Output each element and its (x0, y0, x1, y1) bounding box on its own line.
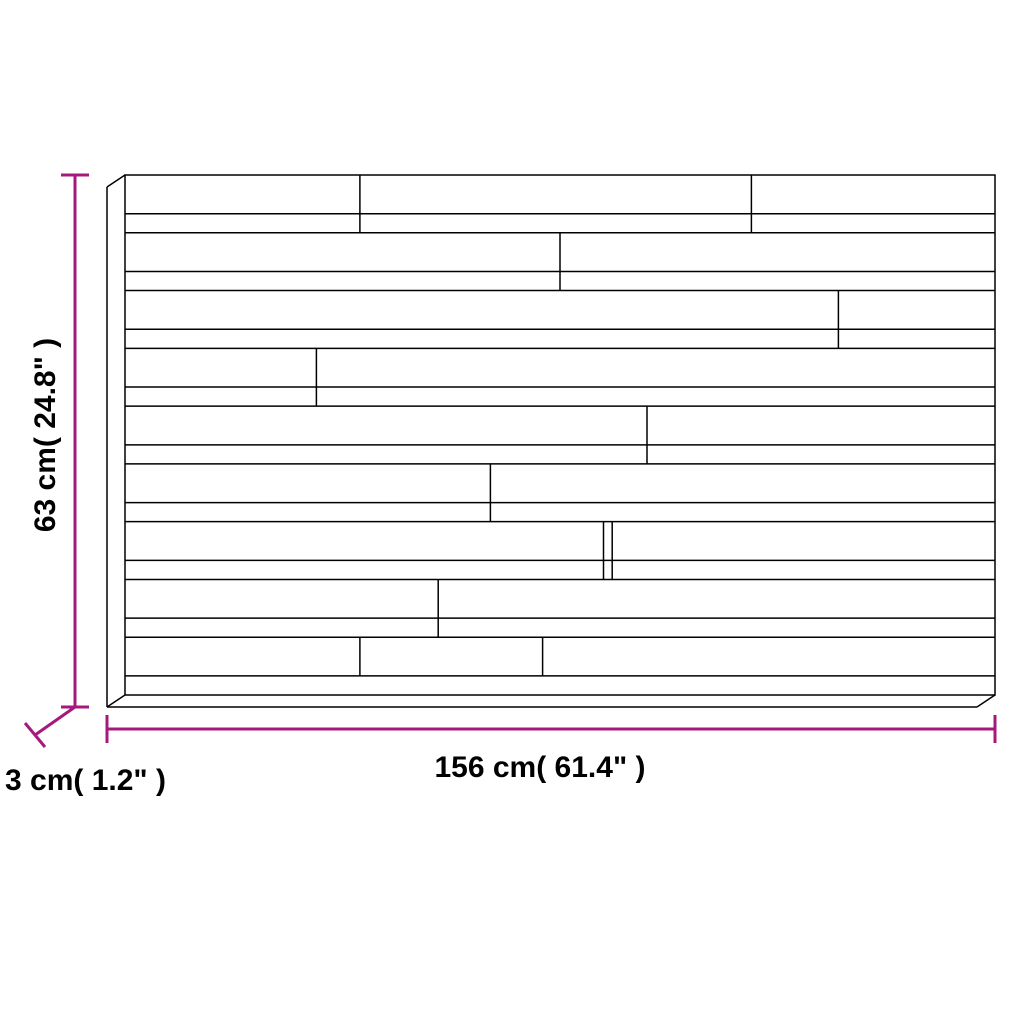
panel-depth-edge-right (977, 695, 995, 707)
dimension-label-depth: 3 cm( 1.2" ) (5, 764, 166, 797)
dimension-line-depth (35, 707, 75, 735)
panel-depth-edge-left (107, 695, 125, 707)
dimension-tick (25, 723, 45, 747)
dimension-label-height: 63 cm( 24.8" ) (29, 338, 62, 532)
dimension-label-width: 156 cm( 61.4" ) (434, 751, 645, 784)
panel-depth-edge-topleft (107, 175, 125, 187)
